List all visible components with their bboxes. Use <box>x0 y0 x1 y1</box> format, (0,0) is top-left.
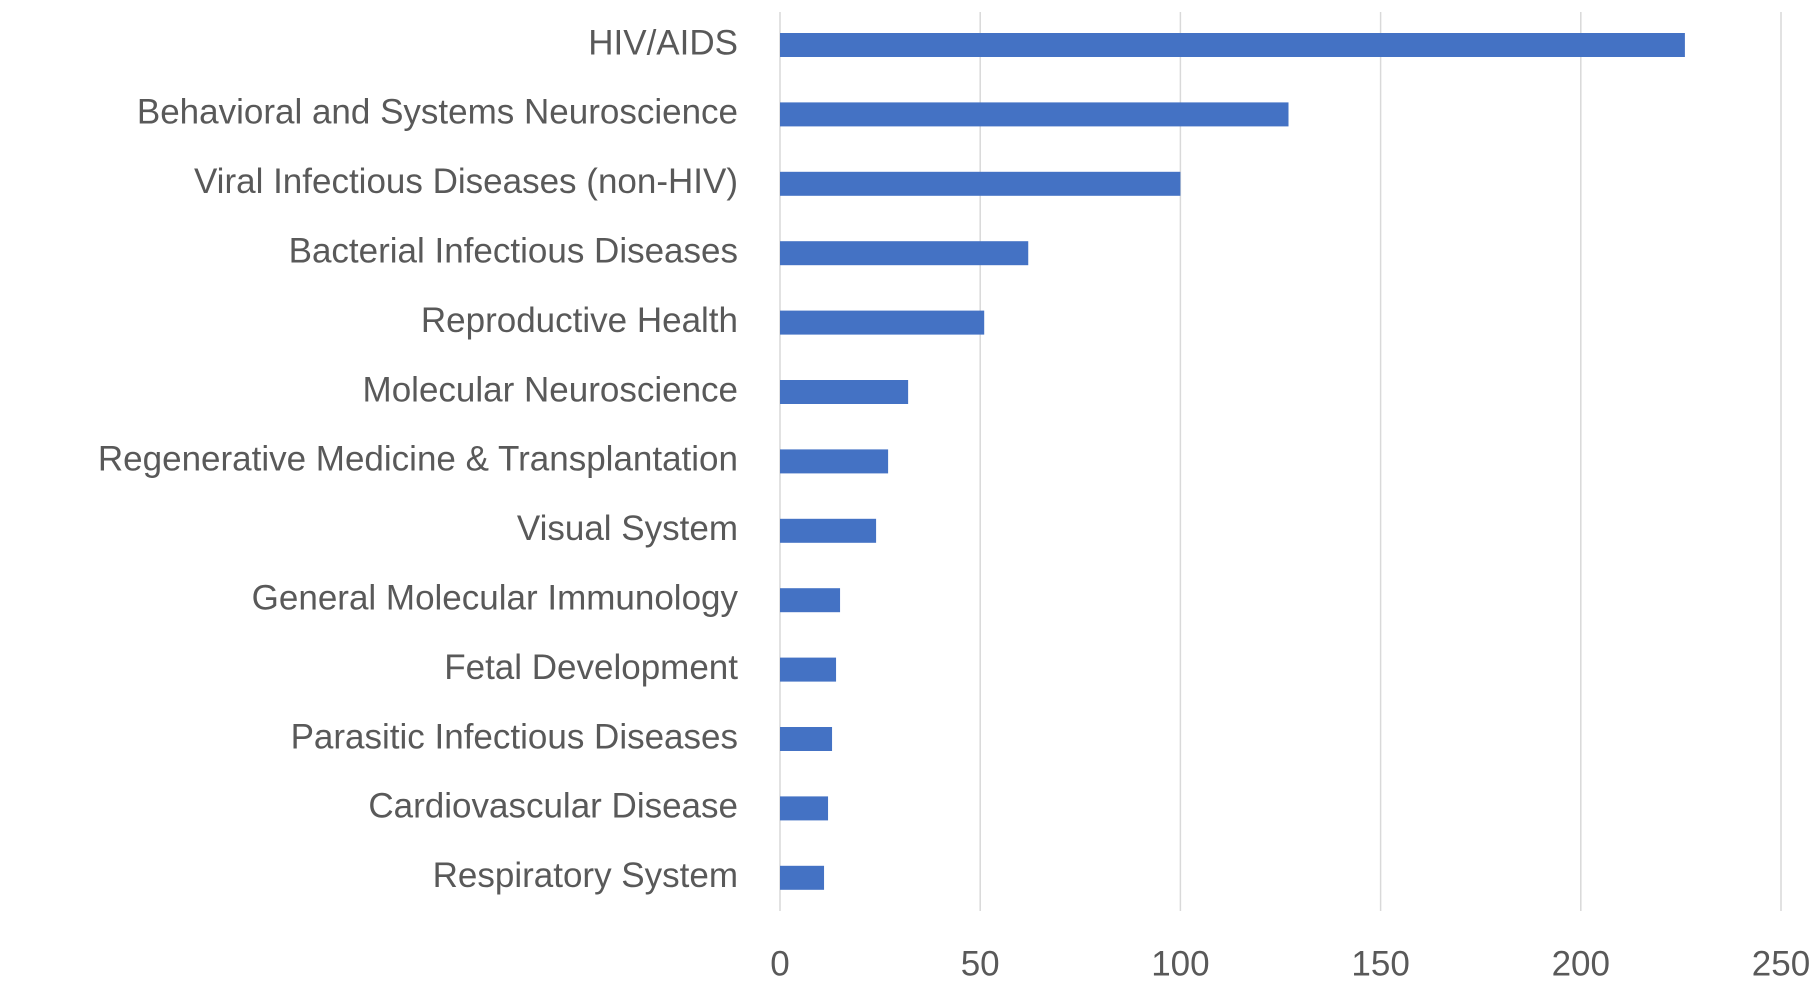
x-tick-label: 150 <box>1351 944 1409 983</box>
y-tick-label: Viral Infectious Diseases (non-HIV) <box>194 162 738 201</box>
bar <box>780 33 1685 57</box>
y-tick-label: Respiratory System <box>433 856 738 895</box>
x-tick-label: 0 <box>770 944 789 983</box>
y-tick-label: Parasitic Infectious Diseases <box>291 717 738 756</box>
bar <box>780 449 889 474</box>
bar <box>780 102 1289 127</box>
bar <box>780 865 825 890</box>
x-tick-label: 100 <box>1151 944 1209 983</box>
x-tick-label: 50 <box>961 944 1000 983</box>
y-tick-label: Regenerative Medicine & Transplantation <box>98 440 738 479</box>
bar <box>780 518 877 543</box>
y-tick-label: General Molecular Immunology <box>252 578 739 617</box>
bar <box>780 310 985 335</box>
y-tick-label: Bacterial Infectious Diseases <box>289 231 738 270</box>
bar <box>780 657 837 682</box>
bar <box>780 588 841 613</box>
bar <box>780 796 829 821</box>
y-tick-label: Reproductive Health <box>421 301 738 340</box>
y-tick-label: HIV/AIDS <box>588 23 738 62</box>
bar <box>780 727 833 751</box>
bar <box>780 171 1181 196</box>
y-tick-label: Cardiovascular Disease <box>368 787 738 826</box>
y-tick-label: Behavioral and Systems Neuroscience <box>137 93 738 132</box>
bar <box>780 241 1029 266</box>
y-tick-label: Fetal Development <box>444 648 738 687</box>
bar <box>780 380 909 404</box>
y-tick-label: Molecular Neuroscience <box>363 370 738 409</box>
x-tick-label: 250 <box>1752 944 1810 983</box>
y-tick-label: Visual System <box>517 509 738 548</box>
x-tick-label: 200 <box>1552 944 1610 983</box>
